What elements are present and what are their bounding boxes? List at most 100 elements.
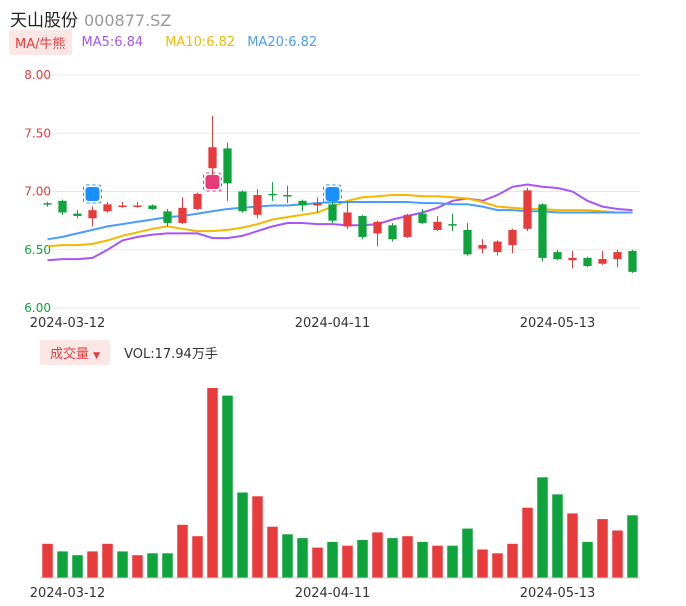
volume-bar (252, 496, 263, 578)
volume-bar (312, 547, 323, 578)
stock-title: 天山股份 000877.SZ (10, 6, 171, 31)
candle-body (553, 252, 562, 260)
ma-line-ma10 (47, 194, 633, 248)
candle-body (283, 194, 292, 197)
volume-x-tick-label: 2024-05-13 (520, 586, 596, 601)
candle-body (343, 212, 352, 227)
volume-bar (297, 538, 308, 578)
event-marker-frame (323, 184, 342, 204)
volume-bar (492, 553, 503, 578)
volume-bar (342, 545, 353, 578)
candle-body (388, 225, 397, 240)
volume-bar (537, 477, 548, 578)
candle-body (508, 229, 517, 246)
stock-code: 000877.SZ (84, 11, 172, 30)
event-marker-frame (203, 172, 222, 192)
event-marker-icon (205, 175, 220, 189)
volume-bar (222, 395, 233, 578)
stock-name: 天山股份 (10, 11, 78, 31)
volume-bar (282, 534, 293, 578)
candle-body (493, 241, 502, 253)
price-tick-label: 6.00 (24, 301, 51, 315)
volume-value: VOL:17.94万手 (124, 346, 218, 362)
volume-bar (597, 519, 608, 578)
candle-body (223, 148, 232, 184)
candle-body (268, 193, 277, 196)
price-x-tick-label: 2024-05-13 (520, 316, 596, 331)
candle-body (103, 204, 112, 212)
candle-body (433, 221, 442, 230)
candle-body (253, 194, 262, 215)
volume-bar (627, 515, 638, 578)
volume-bar (507, 543, 518, 578)
candle-body (583, 257, 592, 267)
volume-bar (267, 526, 278, 578)
volume-selector-tag[interactable]: 成交量 ▼ (40, 339, 111, 365)
volume-tag-label: 成交量 (50, 346, 90, 362)
volume-bar (522, 507, 533, 578)
ma-selector-tag[interactable]: MA/牛熊 (9, 29, 72, 55)
volume-bar (237, 492, 248, 578)
candle-body (133, 205, 142, 207)
candle-body (73, 213, 82, 216)
candle-body (418, 213, 427, 223)
price-tick-label: 6.50 (24, 243, 51, 257)
volume-bar (42, 543, 53, 578)
candle-body (43, 203, 52, 205)
ma5-label: MA5:6.84 (81, 34, 144, 50)
event-marker-frame (83, 184, 102, 204)
candle-body (598, 259, 607, 264)
event-marker-icon (325, 187, 340, 201)
price-tick-label: 7.00 (24, 185, 51, 199)
volume-bar (162, 553, 173, 578)
candle-body (463, 229, 472, 255)
ma10-label: MA10:6.82 (165, 34, 236, 50)
price-tick-label: 8.00 (24, 68, 51, 82)
candle-body (478, 245, 487, 249)
candle-body (163, 211, 172, 223)
event-marker-icon (85, 187, 100, 201)
candle-body (178, 207, 187, 223)
volume-bar (207, 388, 218, 578)
candle-body (373, 221, 382, 234)
candle-body (628, 250, 637, 272)
volume-bar (417, 541, 428, 578)
volume-x-tick-label: 2024-03-12 (30, 586, 106, 601)
volume-bar (102, 543, 113, 578)
candle-body (568, 257, 577, 261)
volume-bar (357, 540, 368, 578)
volume-bar (372, 532, 383, 578)
candle-body (313, 203, 322, 206)
candle-body (193, 193, 202, 209)
candle-body (538, 204, 547, 258)
candle-body (613, 252, 622, 260)
volume-bar (387, 538, 398, 578)
candle-body (298, 200, 307, 206)
ma-legend: MA/牛熊 MA5:6.84 MA10:6.82 MA20:6.82 (9, 29, 318, 55)
volume-bar (72, 555, 83, 578)
volume-bar (477, 549, 488, 578)
volume-bar (612, 530, 623, 578)
chevron-down-icon: ▼ (93, 350, 101, 361)
candle-body (448, 224, 457, 226)
volume-bar (132, 555, 143, 578)
price-x-tick-label: 2024-04-11 (295, 316, 371, 331)
volume-bar (567, 513, 578, 578)
candle-body (403, 214, 412, 237)
volume-legend: 成交量 ▼ VOL:17.94万手 (40, 339, 218, 365)
volume-bar (462, 528, 473, 578)
ma-line-ma20 (47, 201, 633, 241)
volume-bar (177, 524, 188, 578)
volume-bar (582, 541, 593, 578)
candle-body (358, 215, 367, 237)
price-x-tick-label: 2024-03-12 (30, 316, 106, 331)
ma20-label: MA20:6.82 (247, 34, 318, 50)
volume-bar (402, 536, 413, 578)
candle-body (58, 200, 67, 213)
volume-bar (57, 551, 68, 578)
candle-body (208, 147, 217, 169)
volume-bar (147, 553, 158, 578)
volume-bar (447, 545, 458, 578)
volume-x-tick-label: 2024-04-11 (295, 586, 371, 601)
